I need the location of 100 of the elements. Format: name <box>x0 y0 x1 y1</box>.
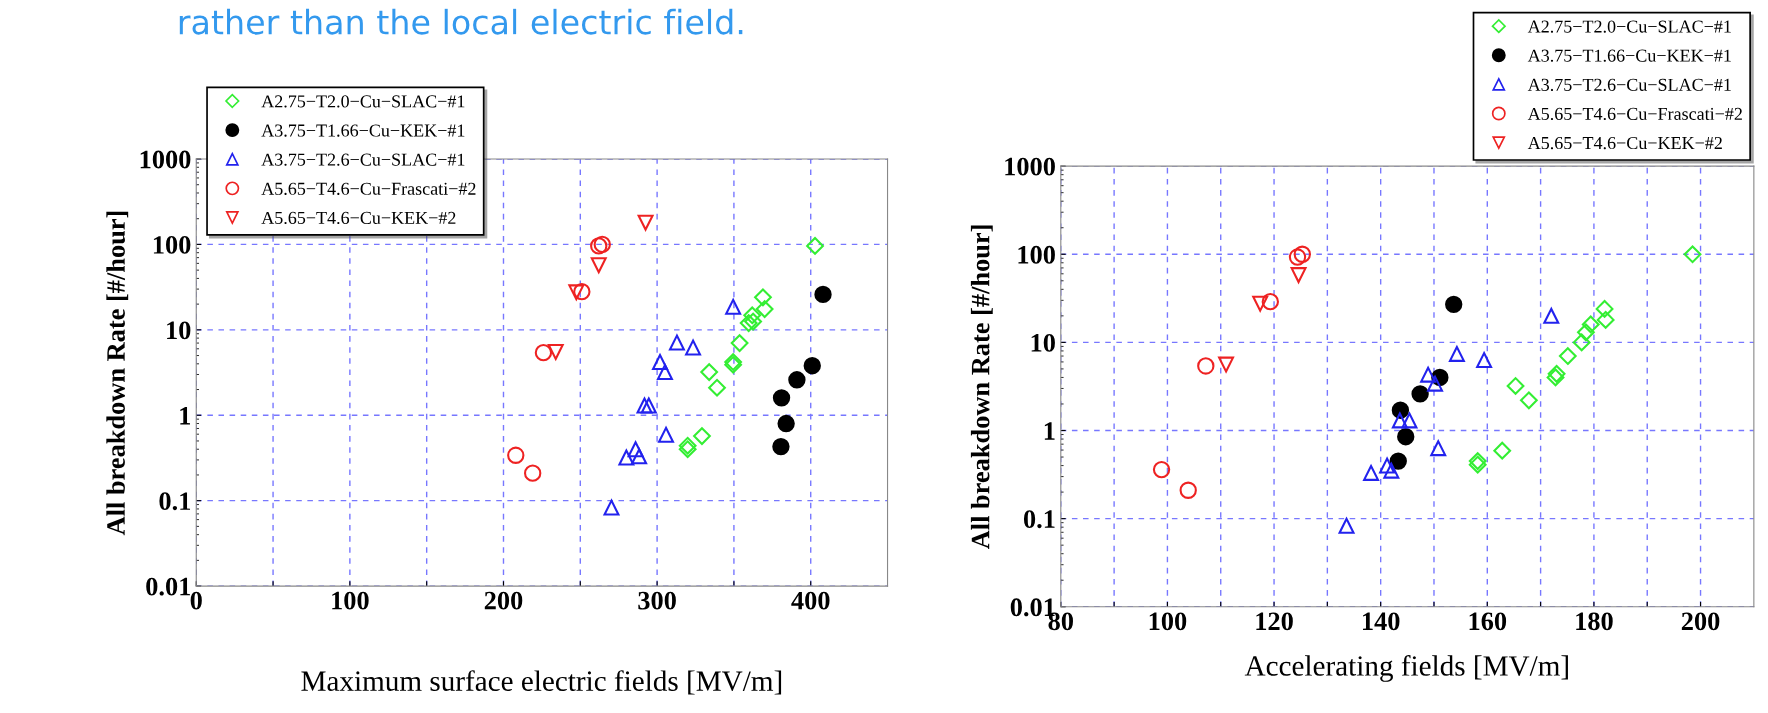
y-tick-label: 100 <box>153 236 191 254</box>
point <box>640 397 657 414</box>
point <box>772 389 791 407</box>
x-tick-label: 300 <box>638 591 676 610</box>
point <box>1448 345 1465 362</box>
point <box>636 397 653 414</box>
point <box>678 440 697 459</box>
point <box>603 499 620 516</box>
x-tick-label: 200 <box>1681 612 1720 631</box>
legend-label: A5.65−T4.6−Cu−Frascati−#2 <box>261 182 476 195</box>
point <box>730 334 749 352</box>
point <box>1179 481 1197 499</box>
point <box>1506 377 1525 395</box>
x-tick-label: 140 <box>1363 612 1400 631</box>
x-tick-label: 0 <box>190 591 202 610</box>
point <box>1252 295 1269 312</box>
point <box>1476 352 1493 369</box>
point <box>1288 248 1307 266</box>
point <box>806 237 824 255</box>
x-tick-label: 100 <box>1149 612 1187 631</box>
point <box>739 314 758 332</box>
point <box>573 282 591 301</box>
x-tick-label: 200 <box>484 591 523 610</box>
legend-label: A3.75−T2.6−Cu−SLAC−#1 <box>1527 78 1731 91</box>
point <box>631 448 648 465</box>
point <box>658 426 674 443</box>
point <box>1338 517 1355 534</box>
point <box>1401 412 1418 429</box>
point <box>590 257 607 274</box>
point <box>1546 368 1565 387</box>
point <box>1383 462 1400 479</box>
point <box>1152 460 1171 479</box>
x-axis-title: Maximum surface electric fields [MV/m] <box>301 670 782 695</box>
x-tick-label: 160 <box>1469 612 1507 631</box>
y-tick-label: 1000 <box>1005 157 1055 176</box>
x-tick-label: 120 <box>1256 612 1293 631</box>
point <box>772 437 790 456</box>
point <box>700 363 719 381</box>
point <box>1493 441 1512 460</box>
point <box>1543 307 1560 324</box>
point <box>708 378 726 397</box>
point <box>1468 452 1487 470</box>
point <box>1572 333 1591 352</box>
point <box>1445 295 1463 314</box>
point <box>547 344 564 360</box>
point <box>755 300 774 318</box>
point <box>1558 347 1577 365</box>
legend-label: A2.75−T2.0−Cu−SLAC−#1 <box>1527 20 1731 33</box>
point <box>725 298 742 315</box>
point <box>1197 357 1215 375</box>
point <box>1427 375 1444 392</box>
x-tick-label: 400 <box>791 591 830 610</box>
point <box>1430 440 1447 457</box>
point <box>744 312 763 331</box>
point <box>1519 391 1538 410</box>
y-tick-label: 10 <box>167 321 191 340</box>
legend-label: A3.75−T1.66−Cu−KEK−#1 <box>261 124 465 137</box>
legend-label: A5.65−T4.6−Cu−Frascati−#2 <box>1527 107 1742 121</box>
point <box>1391 412 1408 429</box>
point <box>668 334 685 351</box>
point <box>1363 464 1380 481</box>
point <box>1595 299 1614 318</box>
point <box>1293 245 1311 263</box>
y-tick-label: 1 <box>180 406 191 425</box>
y-tick-label: 0.1 <box>159 492 191 511</box>
legend-label: A3.75−T2.6−Cu−SLAC−#1 <box>261 153 465 166</box>
point <box>685 339 702 356</box>
legend-label: A5.65−T4.6−Cu−KEK−#2 <box>261 211 456 225</box>
point <box>618 449 635 466</box>
point <box>652 354 669 370</box>
x-tick-label: 180 <box>1576 612 1613 631</box>
point <box>1290 267 1307 284</box>
y-tick-label: 1 <box>1044 422 1055 440</box>
y-axis-title: All breakdown Rate [#/hour] <box>106 211 129 536</box>
point <box>803 357 821 375</box>
point <box>534 344 553 362</box>
y-tick-label: 100 <box>1018 245 1055 264</box>
point <box>524 464 542 482</box>
point <box>1596 310 1615 329</box>
text: rather than the local electric field. <box>179 8 743 35</box>
legend-label: A5.65−T4.6−Cu−KEK−#2 <box>1527 136 1722 150</box>
point <box>754 288 772 307</box>
point <box>1379 457 1396 474</box>
point <box>743 306 762 325</box>
y-tick-label: 10 <box>1031 333 1055 352</box>
point <box>1468 455 1487 474</box>
point <box>627 441 644 458</box>
point <box>1420 366 1437 383</box>
point <box>1683 245 1702 264</box>
x-axis-title: Accelerating fields [MV/m] <box>1244 655 1568 682</box>
y-axis-title: All breakdown Rate [#/hour] <box>970 225 993 550</box>
point <box>1411 385 1429 403</box>
point <box>1389 452 1407 470</box>
point <box>678 436 697 455</box>
legend-label: A3.75−T1.66−Cu−KEK−#1 <box>1527 49 1731 62</box>
point <box>777 414 795 433</box>
point <box>1577 323 1595 342</box>
point <box>1581 315 1600 334</box>
point <box>1218 356 1235 373</box>
point <box>637 214 654 231</box>
